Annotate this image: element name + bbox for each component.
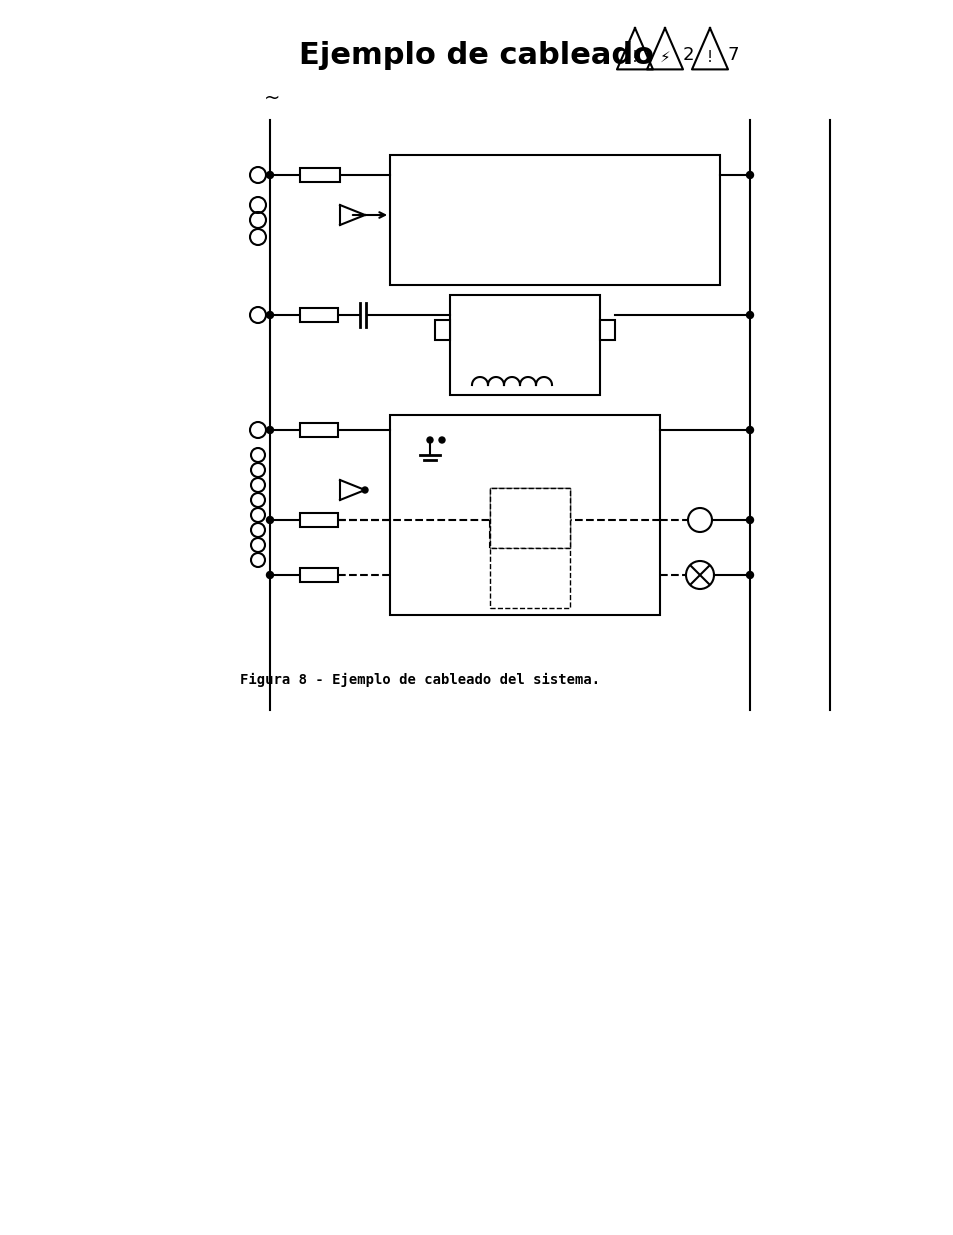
Circle shape — [266, 572, 274, 578]
Bar — [299, 424, 337, 437]
Circle shape — [361, 487, 368, 493]
Circle shape — [266, 426, 274, 433]
Bar — [390, 156, 720, 285]
Circle shape — [266, 311, 274, 319]
Bar — [599, 320, 615, 340]
Text: 7: 7 — [726, 46, 738, 64]
Text: ~: ~ — [264, 89, 280, 107]
Bar — [390, 415, 659, 615]
Bar — [299, 513, 337, 527]
Circle shape — [745, 516, 753, 524]
Text: ⚡: ⚡ — [659, 49, 670, 64]
Bar — [490, 548, 569, 608]
Text: Ejemplo de cableado: Ejemplo de cableado — [299, 41, 654, 69]
Circle shape — [745, 572, 753, 578]
Bar — [299, 568, 337, 582]
Text: !: ! — [706, 49, 712, 64]
Circle shape — [745, 311, 753, 319]
Bar — [490, 488, 569, 548]
Circle shape — [438, 437, 444, 443]
Circle shape — [745, 426, 753, 433]
Text: !: ! — [631, 49, 638, 64]
Circle shape — [266, 172, 274, 179]
Text: Figura 8 - Ejemplo de cableado del sistema.: Figura 8 - Ejemplo de cableado del siste… — [240, 673, 599, 687]
Bar — [450, 295, 599, 395]
Bar — [299, 308, 337, 322]
Text: 2: 2 — [681, 46, 693, 64]
Circle shape — [745, 172, 753, 179]
Circle shape — [427, 437, 433, 443]
Bar — [435, 320, 450, 340]
Circle shape — [266, 516, 274, 524]
Bar — [490, 488, 569, 548]
Bar — [299, 168, 339, 182]
